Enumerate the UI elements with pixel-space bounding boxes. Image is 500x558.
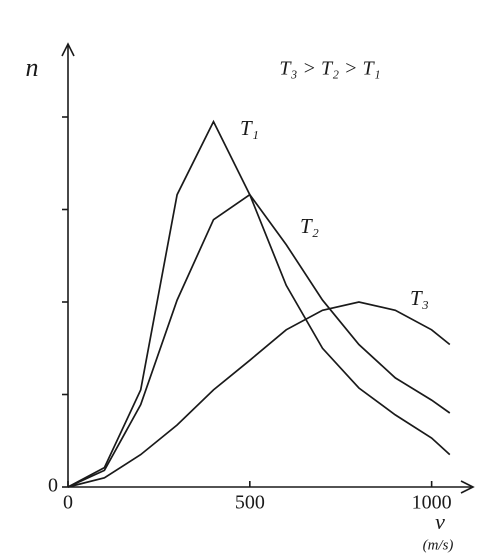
- series-label: T₃: [410, 286, 429, 310]
- series-line: [67, 119, 451, 488]
- x-axis-label: v: [435, 509, 445, 534]
- series-line: [67, 193, 451, 488]
- series-line: [67, 301, 451, 488]
- x-tick-label: 500: [235, 492, 265, 514]
- series-label: T₂: [300, 214, 319, 238]
- annotation: T₃ > T₂ > T₁: [279, 58, 380, 80]
- y-axis-arrow: [61, 42, 75, 57]
- series-label: T₁: [240, 116, 259, 140]
- x-tick-label: 0: [63, 492, 73, 514]
- y-tick-label: 0: [48, 475, 58, 497]
- x-axis-unit: (m/s): [423, 537, 454, 553]
- x-tick-label: 1000: [412, 492, 452, 514]
- y-axis-label: n: [26, 53, 39, 82]
- x-axis-arrow: [460, 480, 475, 494]
